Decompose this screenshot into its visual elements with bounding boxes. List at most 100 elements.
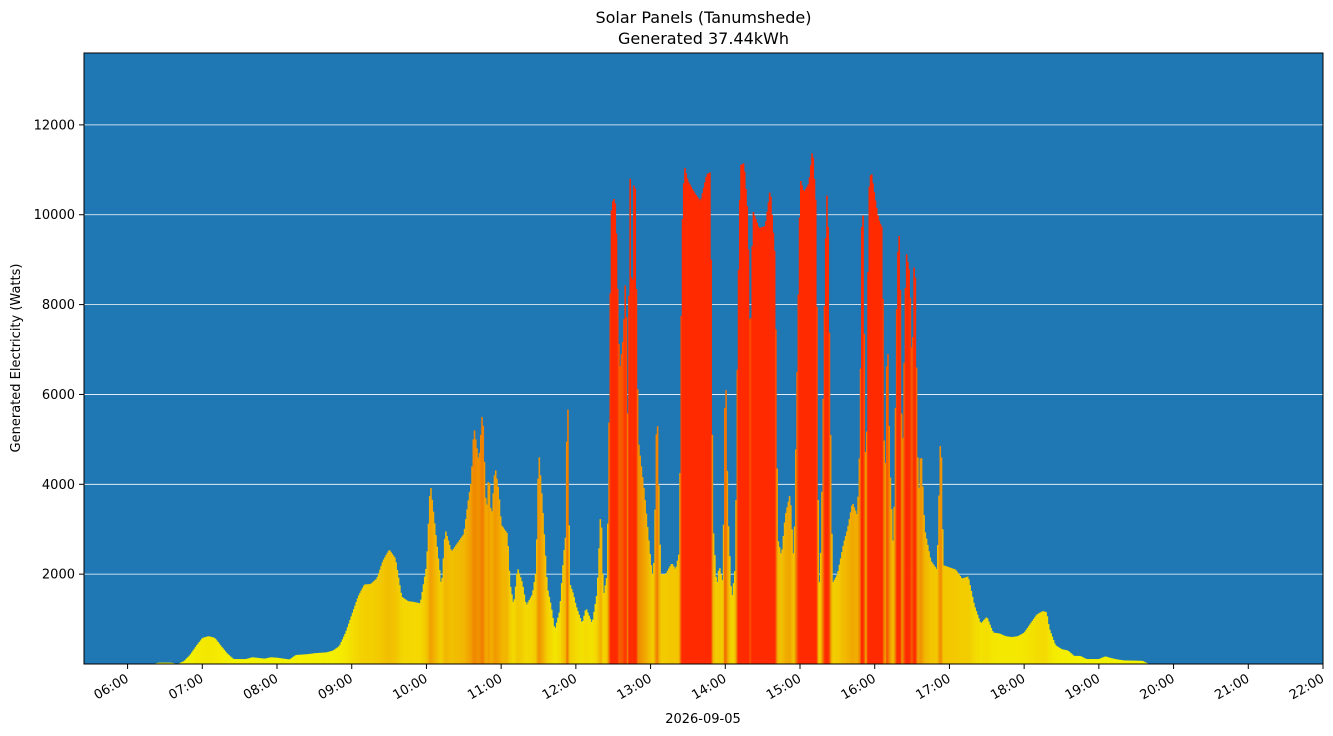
bar bbox=[944, 565, 947, 664]
bar bbox=[193, 648, 196, 664]
bar bbox=[953, 568, 955, 664]
bar bbox=[736, 369, 739, 664]
bar bbox=[441, 577, 443, 664]
bar bbox=[826, 195, 828, 664]
bar bbox=[296, 654, 299, 664]
bar bbox=[240, 659, 243, 664]
bar bbox=[628, 295, 630, 664]
bar bbox=[484, 497, 487, 664]
bar bbox=[366, 584, 369, 664]
bar bbox=[994, 632, 996, 664]
bar bbox=[1006, 636, 1009, 664]
bar bbox=[1044, 611, 1046, 664]
bar bbox=[913, 267, 915, 664]
bar bbox=[244, 659, 247, 664]
bar bbox=[1086, 659, 1089, 664]
bar bbox=[290, 658, 293, 664]
bar bbox=[656, 426, 659, 664]
bar bbox=[795, 449, 797, 664]
bar bbox=[676, 560, 679, 664]
bar bbox=[990, 627, 993, 664]
bar bbox=[564, 537, 567, 664]
bar bbox=[407, 601, 410, 664]
bar bbox=[537, 478, 539, 664]
bar bbox=[943, 565, 945, 664]
bar bbox=[603, 592, 605, 664]
bar bbox=[421, 591, 424, 664]
bar bbox=[357, 595, 360, 664]
bar bbox=[1040, 612, 1042, 664]
bar bbox=[1072, 655, 1075, 664]
bar bbox=[646, 526, 649, 664]
x-axis: 06:00 07:00 08:00 09:00 10:00 11:00 12:00 13:00… bbox=[92, 664, 1327, 703]
bar bbox=[912, 337, 914, 664]
bar bbox=[639, 455, 641, 664]
bar bbox=[219, 645, 222, 664]
bar bbox=[359, 592, 361, 664]
bar bbox=[905, 254, 908, 664]
bar bbox=[547, 590, 549, 664]
bar bbox=[615, 233, 618, 664]
bar bbox=[660, 574, 663, 664]
bar bbox=[416, 602, 419, 664]
bar bbox=[1016, 636, 1019, 664]
bar bbox=[746, 206, 749, 664]
bar bbox=[491, 511, 493, 664]
bar bbox=[183, 660, 186, 664]
bar bbox=[735, 500, 737, 664]
bar bbox=[488, 483, 491, 664]
bar bbox=[1037, 613, 1040, 664]
bar bbox=[1073, 655, 1076, 664]
bar bbox=[260, 658, 263, 664]
bar bbox=[248, 658, 250, 664]
bar bbox=[839, 558, 842, 664]
bar bbox=[361, 588, 364, 664]
bar bbox=[731, 595, 734, 664]
bar bbox=[318, 652, 320, 664]
bar bbox=[384, 557, 386, 664]
bar bbox=[502, 527, 504, 664]
bar bbox=[245, 658, 248, 664]
bar bbox=[220, 646, 223, 664]
bar bbox=[711, 434, 714, 664]
bar bbox=[293, 656, 295, 664]
bar bbox=[415, 602, 417, 664]
bar bbox=[707, 173, 710, 664]
bar bbox=[204, 637, 207, 664]
bar bbox=[355, 602, 358, 664]
bar bbox=[1091, 659, 1093, 664]
bar bbox=[950, 568, 953, 664]
bar bbox=[273, 657, 275, 664]
bar bbox=[939, 446, 942, 664]
bar bbox=[380, 566, 382, 664]
bar bbox=[726, 470, 729, 664]
bar bbox=[989, 624, 991, 664]
bar bbox=[402, 597, 405, 664]
bar bbox=[338, 646, 340, 664]
bar bbox=[298, 654, 300, 664]
bar bbox=[966, 576, 969, 664]
bar bbox=[702, 187, 705, 664]
bar bbox=[931, 563, 934, 664]
bar bbox=[412, 601, 415, 664]
bar bbox=[1082, 657, 1085, 664]
x-tick-label: 17:00 bbox=[913, 671, 953, 703]
bar bbox=[311, 653, 314, 664]
bar bbox=[389, 550, 391, 664]
bar bbox=[294, 655, 297, 664]
bar bbox=[344, 633, 346, 664]
bar bbox=[411, 601, 414, 664]
bar bbox=[478, 452, 481, 664]
bar bbox=[737, 269, 740, 664]
bar bbox=[626, 413, 629, 664]
bar bbox=[1134, 660, 1137, 664]
bar bbox=[730, 586, 732, 664]
bar bbox=[570, 588, 573, 664]
bar bbox=[417, 602, 420, 664]
bar bbox=[184, 659, 187, 664]
bar bbox=[549, 602, 552, 664]
bar bbox=[827, 227, 829, 664]
bar bbox=[275, 657, 278, 664]
bar bbox=[1061, 649, 1064, 664]
x-tick-label: 18:00 bbox=[988, 671, 1028, 703]
